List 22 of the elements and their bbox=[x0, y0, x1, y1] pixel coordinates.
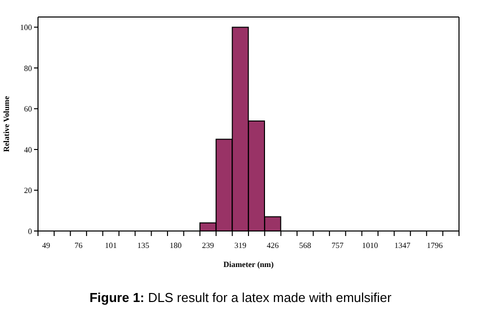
y-tick-label: 20 bbox=[24, 186, 32, 196]
y-tick-label: 60 bbox=[24, 104, 32, 114]
x-tick-label: 76 bbox=[74, 241, 82, 250]
y-tick-label: 0 bbox=[28, 226, 32, 236]
x-tick-label: 135 bbox=[137, 241, 150, 250]
x-tick-label: 1796 bbox=[426, 241, 443, 250]
y-tick-label: 40 bbox=[24, 145, 32, 154]
x-tick-label: 568 bbox=[299, 241, 312, 250]
x-tick-label: 757 bbox=[332, 241, 344, 250]
y-axis-title: Relative Volume bbox=[2, 96, 11, 152]
x-axis-title: Diameter (nm) bbox=[223, 260, 274, 269]
x-tick-label: 101 bbox=[104, 241, 117, 250]
x-tick-label: 1010 bbox=[362, 241, 378, 250]
x-tick-label: 426 bbox=[266, 241, 279, 250]
text: Figure 1: DLS result for a latex made with emulsifier bbox=[88, 290, 392, 305]
x-tick-label: 180 bbox=[170, 241, 182, 250]
x-tick-label: 319 bbox=[234, 241, 246, 250]
x-tick-label: 1347 bbox=[394, 241, 410, 250]
y-tick-label: 80 bbox=[24, 64, 32, 73]
x-tick-label: 239 bbox=[202, 241, 214, 250]
x-tick-label: 49 bbox=[42, 241, 50, 250]
y-tick-label: 100 bbox=[20, 23, 32, 32]
